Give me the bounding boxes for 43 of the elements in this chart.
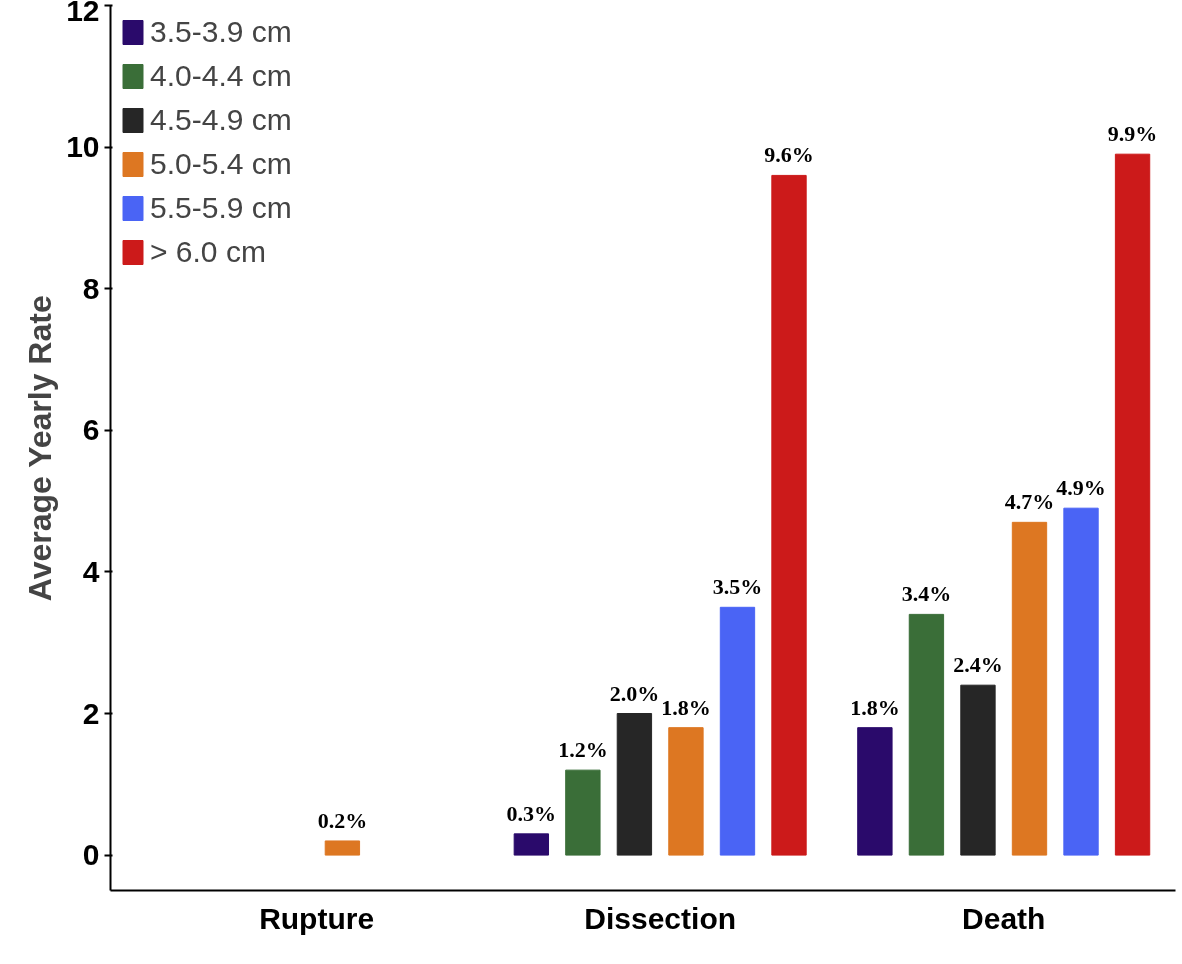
y-tick-label: 8 — [82, 271, 100, 305]
bar — [1011, 521, 1048, 856]
data-label: 4.7% — [1004, 489, 1055, 515]
data-label: 4.9% — [1056, 475, 1106, 501]
x-tick-label: Death — [962, 901, 1046, 935]
bar — [513, 833, 550, 856]
bar — [324, 840, 361, 856]
legend-label: 4.0-4.4 cm — [150, 59, 292, 93]
data-label: 1.2% — [558, 737, 608, 763]
data-label: 9.6% — [764, 142, 814, 168]
legend-label: 4.5-4.9 cm — [150, 103, 292, 137]
x-tick-label: Rupture — [259, 901, 375, 935]
bar — [1114, 153, 1151, 856]
bar — [857, 727, 893, 856]
legend-label: 3.5-3.9 cm — [150, 15, 292, 49]
bar — [771, 174, 807, 856]
legend-label: > 6.0 cm — [150, 235, 266, 269]
data-label: 9.9% — [1107, 121, 1158, 147]
data-label: 3.5% — [712, 574, 763, 600]
bar — [908, 613, 945, 856]
bar — [719, 606, 756, 856]
bar — [565, 769, 601, 856]
y-tick-label: 0 — [82, 838, 100, 872]
y-axis-title: Average Yearly Rate — [22, 295, 59, 602]
y-tick-label: 4 — [82, 554, 100, 588]
y-tick-label: 12 — [66, 0, 100, 27]
data-label: 0.3% — [506, 800, 557, 826]
data-label: 2.4% — [953, 652, 1003, 678]
bar — [668, 727, 704, 856]
y-tick-label: 6 — [82, 413, 100, 447]
legend-label: 5.0-5.4 cm — [150, 147, 292, 181]
x-tick-label: Dissection — [584, 901, 737, 935]
bar — [616, 713, 653, 856]
data-label: 1.8% — [661, 694, 711, 720]
legend-label: 5.5-5.9 cm — [150, 191, 292, 225]
bar — [960, 684, 996, 856]
data-label: 3.4% — [901, 581, 952, 607]
bar — [1063, 507, 1099, 856]
y-tick-label: 2 — [82, 696, 100, 730]
data-label: 2.0% — [609, 680, 660, 706]
y-tick-label: 10 — [66, 130, 100, 164]
data-label: 0.2% — [317, 807, 368, 833]
data-label: 1.8% — [850, 694, 900, 720]
